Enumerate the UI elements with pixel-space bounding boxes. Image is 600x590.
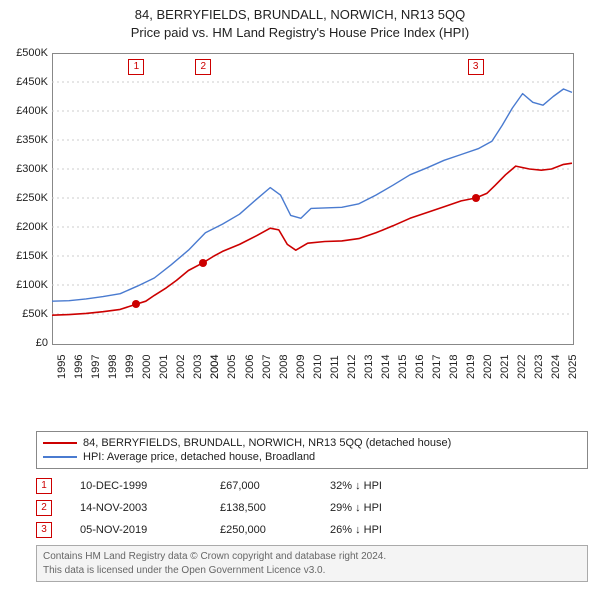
sales-idx-box: 2	[36, 500, 52, 516]
xtick-label: 2014	[380, 355, 392, 379]
xtick-label: 2018	[448, 355, 460, 379]
xtick-label: 2005	[226, 355, 238, 379]
ytick-label: £50K	[4, 308, 48, 320]
sales-row: 3 05-NOV-2019£250,00026% ↓ HPI	[36, 519, 588, 541]
xtick-label: 2022	[516, 355, 528, 379]
sale-marker-box: 3	[468, 59, 484, 75]
sales-delta: 29% ↓ HPI	[330, 502, 450, 514]
sales-date: 10-DEC-1999	[80, 480, 220, 492]
legend-row: HPI: Average price, detached house, Broa…	[43, 450, 581, 464]
xtick-label: 2006	[244, 355, 256, 379]
xtick-label: 2025	[567, 355, 579, 379]
ytick-label: £200K	[4, 221, 48, 233]
xtick-label: 2008	[278, 355, 290, 379]
ytick-label: £100K	[4, 279, 48, 291]
sales-table: 1 10-DEC-1999£67,00032% ↓ HPI 2 14-NOV-2003…	[36, 475, 588, 541]
legend-swatch	[43, 442, 77, 444]
title-block: 84, BERRYFIELDS, BRUNDALL, NORWICH, NR13…	[0, 0, 600, 43]
ytick-label: £300K	[4, 163, 48, 175]
ytick-label: £0	[4, 337, 48, 349]
xtick-label: 2013	[363, 355, 375, 379]
xtick-label: 2024	[550, 355, 562, 379]
sales-price: £138,500	[220, 502, 330, 514]
sales-idx-box: 1	[36, 478, 52, 494]
sales-delta: 26% ↓ HPI	[330, 524, 450, 536]
xtick-label: 2015	[397, 355, 409, 379]
legend-label: HPI: Average price, detached house, Broa…	[83, 451, 315, 463]
xtick-label: 2012	[346, 355, 358, 379]
legend-label: 84, BERRYFIELDS, BRUNDALL, NORWICH, NR13…	[83, 437, 451, 449]
attribution-box: Contains HM Land Registry data © Crown c…	[36, 545, 588, 582]
xtick-label: 2007	[261, 355, 273, 379]
attribution-line-2: This data is licensed under the Open Gov…	[43, 564, 581, 578]
xtick-label: 2004	[209, 355, 221, 379]
xtick-label: 2016	[414, 355, 426, 379]
xtick-label: 1997	[90, 355, 102, 379]
sales-delta: 32% ↓ HPI	[330, 480, 450, 492]
sales-row: 1 10-DEC-1999£67,00032% ↓ HPI	[36, 475, 588, 497]
series-hpi	[52, 89, 572, 301]
sale-dot	[132, 300, 140, 308]
ytick-label: £500K	[4, 47, 48, 59]
xtick-label: 2021	[499, 355, 511, 379]
legend: 84, BERRYFIELDS, BRUNDALL, NORWICH, NR13…	[36, 431, 588, 469]
ytick-label: £450K	[4, 76, 48, 88]
xtick-label: 2009	[295, 355, 307, 379]
attribution-line-1: Contains HM Land Registry data © Crown c…	[43, 550, 581, 564]
sale-marker-box: 1	[128, 59, 144, 75]
xtick-label: 2010	[312, 355, 324, 379]
xtick-label: 2000	[141, 355, 153, 379]
ytick-label: £350K	[4, 134, 48, 146]
xtick-label: 1998	[107, 355, 119, 379]
chart-area: £0£50K£100K£150K£200K£250K£300K£350K£400…	[32, 47, 592, 387]
xtick-label: 1996	[73, 355, 85, 379]
xtick-label: 2002	[175, 355, 187, 379]
sales-date: 05-NOV-2019	[80, 524, 220, 536]
series-price_paid	[52, 163, 572, 315]
sale-marker-box: 2	[195, 59, 211, 75]
legend-swatch	[43, 456, 77, 458]
sales-row: 2 14-NOV-2003£138,50029% ↓ HPI	[36, 497, 588, 519]
xtick-label: 2020	[482, 355, 494, 379]
sale-dot	[472, 194, 480, 202]
sales-idx-box: 3	[36, 522, 52, 538]
ytick-label: £150K	[4, 250, 48, 262]
ytick-label: £400K	[4, 105, 48, 117]
ytick-label: £250K	[4, 192, 48, 204]
legend-row: 84, BERRYFIELDS, BRUNDALL, NORWICH, NR13…	[43, 436, 581, 450]
xtick-label: 1995	[56, 355, 68, 379]
title-line-2: Price paid vs. HM Land Registry's House …	[0, 24, 600, 42]
xtick-label: 1999	[124, 355, 136, 379]
sale-dot	[199, 259, 207, 267]
xtick-label: 2011	[329, 355, 341, 379]
xtick-label: 2023	[533, 355, 545, 379]
xtick-label: 2001	[158, 355, 170, 379]
sales-price: £250,000	[220, 524, 330, 536]
xtick-label: 2017	[431, 355, 443, 379]
chart-container: { "title": { "line1": "84, BERRYFIELDS, …	[0, 0, 600, 582]
xtick-label: 2003	[192, 355, 204, 379]
title-line-1: 84, BERRYFIELDS, BRUNDALL, NORWICH, NR13…	[0, 6, 600, 24]
sales-date: 14-NOV-2003	[80, 502, 220, 514]
xtick-label: 2019	[465, 355, 477, 379]
chart-svg	[32, 47, 574, 345]
sales-price: £67,000	[220, 480, 330, 492]
